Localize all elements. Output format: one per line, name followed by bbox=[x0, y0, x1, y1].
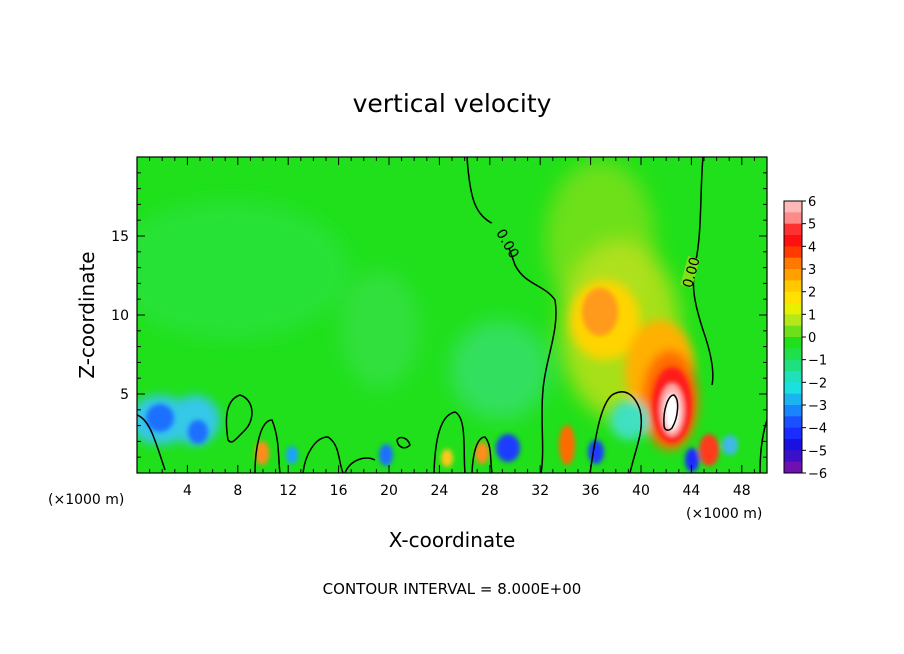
downdraft-core bbox=[188, 420, 208, 444]
colorbar-label: 0 bbox=[808, 331, 816, 346]
y-tick-label: 10 bbox=[111, 308, 129, 324]
zero-contour-line bbox=[589, 391, 643, 473]
y-axis-ticks: 5 10 15 bbox=[111, 156, 767, 474]
colorbar-label: 1 bbox=[808, 308, 816, 323]
x-axis-label: X-coordinate bbox=[389, 528, 516, 552]
colorbar-band bbox=[784, 382, 802, 395]
colorbar-label: −6 bbox=[808, 467, 827, 482]
colorbar-label: −2 bbox=[808, 376, 827, 391]
colorbar-band bbox=[784, 405, 802, 417]
updraft-core bbox=[255, 441, 269, 465]
colorbar-band bbox=[784, 280, 802, 293]
x-tick-label: 4 bbox=[183, 483, 192, 499]
colorbar-band bbox=[784, 257, 802, 270]
y-axis-label: Z-coordinate bbox=[75, 251, 99, 378]
y-tick-label: 5 bbox=[120, 387, 129, 403]
contour-label-2: 0.00 bbox=[680, 255, 704, 289]
x-unit-label-right: (×1000 m) bbox=[686, 506, 762, 522]
updraft-core bbox=[582, 288, 618, 336]
colorbar-band bbox=[784, 461, 802, 474]
downdraft-core bbox=[146, 404, 174, 432]
x-tick-label: 20 bbox=[380, 483, 398, 499]
zero-contour-line bbox=[344, 457, 376, 473]
colorbar-band bbox=[784, 246, 802, 259]
colorbar-band bbox=[784, 212, 802, 225]
colorbar-band bbox=[784, 201, 802, 213]
x-tick-label: 48 bbox=[733, 483, 751, 499]
y-tick-label: 15 bbox=[111, 229, 129, 245]
zero-contour-line bbox=[466, 157, 557, 473]
colorbar-band bbox=[784, 439, 802, 451]
x-axis-ticks: 4 8 12 16 20 24 28 32 36 40 44 48 bbox=[136, 157, 768, 499]
colorbar-band bbox=[784, 337, 802, 349]
x-tick-label: 40 bbox=[632, 483, 650, 499]
colorbar-band bbox=[784, 269, 802, 281]
colorbar-band bbox=[784, 291, 802, 304]
weak-downdraft-region bbox=[137, 200, 350, 340]
updraft-core bbox=[699, 434, 719, 466]
x-tick-label: 44 bbox=[682, 483, 700, 499]
cores bbox=[146, 288, 738, 472]
x-tick-label: 8 bbox=[233, 483, 242, 499]
colorbar-band bbox=[784, 450, 802, 463]
x-tick-label: 16 bbox=[330, 483, 348, 499]
colorbar-band bbox=[784, 427, 802, 440]
colorbar-band bbox=[784, 325, 802, 338]
colorbar-band bbox=[784, 359, 802, 372]
colorbar-label: −1 bbox=[808, 354, 827, 369]
contour-interval-note: CONTOUR INTERVAL = 8.000E+00 bbox=[323, 580, 582, 598]
zero-contour-line bbox=[302, 436, 344, 473]
colorbar-band bbox=[784, 416, 802, 429]
x-tick-label: 32 bbox=[531, 483, 549, 499]
svg-text:0.00: 0.00 bbox=[680, 255, 704, 289]
downdraft-core bbox=[496, 434, 520, 462]
velocity-field: 0.00 0.00 bbox=[137, 157, 767, 473]
x-unit-label-left: (×1000 m) bbox=[48, 492, 124, 508]
colorbar-label: 6 bbox=[808, 195, 816, 210]
downdraft-core bbox=[379, 444, 393, 466]
updraft-core bbox=[559, 425, 575, 465]
zero-contour-line bbox=[692, 157, 714, 386]
chart-title: vertical velocity bbox=[353, 89, 552, 118]
colorbar: 6 5 4 3 2 1 0 −1 −2 −3 −4 −5 −6 bbox=[783, 195, 827, 482]
colorbar-band bbox=[784, 371, 802, 383]
colorbar-band bbox=[784, 303, 802, 315]
colorbar-label: −4 bbox=[808, 422, 827, 437]
downdraft-core bbox=[588, 440, 604, 464]
zero-contour-line bbox=[396, 436, 411, 449]
colorbar-label: 2 bbox=[808, 286, 816, 301]
updraft-core bbox=[441, 449, 453, 467]
colorbar-label: −5 bbox=[808, 444, 827, 459]
colorbar-label: −3 bbox=[808, 399, 827, 414]
colorbar-label: 4 bbox=[808, 240, 816, 255]
colorbar-band bbox=[784, 314, 802, 327]
zero-contours bbox=[137, 157, 767, 473]
colorbar-band bbox=[784, 223, 802, 236]
weak-downdraft-region bbox=[450, 320, 550, 420]
x-tick-label: 12 bbox=[279, 483, 297, 499]
updraft-max-contour bbox=[663, 394, 679, 431]
downdraft-core bbox=[722, 435, 738, 455]
x-tick-label: 24 bbox=[430, 483, 448, 499]
zero-contour-line bbox=[225, 394, 253, 443]
colorbar-band bbox=[784, 393, 802, 406]
colorbar-label: 5 bbox=[808, 218, 816, 233]
zero-contour-line bbox=[759, 419, 767, 473]
updraft-core bbox=[475, 442, 489, 464]
downdraft-core bbox=[685, 448, 699, 472]
zero-contour-line bbox=[137, 414, 166, 471]
colorbar-band bbox=[784, 348, 802, 361]
downdraft-core bbox=[286, 446, 298, 464]
zero-contour-line bbox=[471, 436, 493, 473]
weak-downdraft-region bbox=[340, 270, 420, 390]
zero-contour-line bbox=[433, 411, 466, 473]
colorbar-band bbox=[784, 235, 802, 247]
zero-contour-line bbox=[254, 419, 281, 473]
downdraft-core bbox=[610, 400, 650, 440]
colorbar-label: 3 bbox=[808, 263, 816, 278]
x-tick-label: 36 bbox=[582, 483, 600, 499]
x-tick-label: 28 bbox=[481, 483, 499, 499]
